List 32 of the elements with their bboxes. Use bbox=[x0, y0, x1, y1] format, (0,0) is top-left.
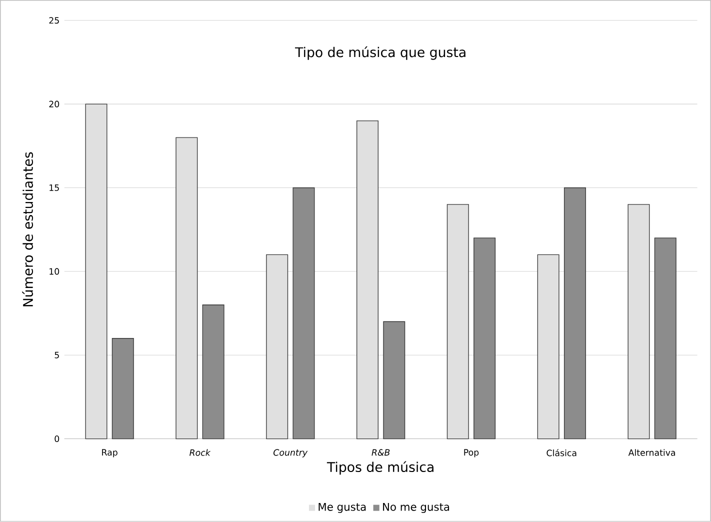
bar bbox=[383, 321, 406, 440]
x-tick-label: Clásica bbox=[546, 449, 576, 456]
y-tick-label: 5 bbox=[54, 352, 59, 358]
bar bbox=[292, 188, 315, 440]
x-tick-label: Country bbox=[274, 449, 308, 458]
text: Tipo de música que gusta bbox=[295, 46, 466, 60]
bar bbox=[266, 254, 288, 440]
y-tick-label: 10 bbox=[50, 268, 60, 275]
y-tick-label: 20 bbox=[49, 100, 60, 108]
y-tick-label: 0 bbox=[54, 436, 60, 442]
x-axis-title: Tipos de música bbox=[326, 461, 434, 475]
bar bbox=[446, 204, 469, 440]
bar bbox=[564, 188, 586, 440]
bar bbox=[202, 304, 224, 440]
x-tick-label: Pop bbox=[464, 449, 479, 458]
legend-label: No me gusta bbox=[383, 503, 450, 514]
x-tick-label: Rock bbox=[190, 449, 211, 456]
x-tick-label: R&B bbox=[372, 449, 390, 456]
bar bbox=[85, 104, 108, 440]
y-tick-label: 15 bbox=[50, 184, 59, 192]
y-tick-label: 25 bbox=[49, 17, 59, 24]
bar bbox=[654, 238, 676, 440]
bar bbox=[176, 137, 198, 440]
x-tick-label: Rap bbox=[102, 449, 118, 458]
bar bbox=[537, 254, 560, 440]
bar bbox=[628, 204, 650, 440]
bar bbox=[112, 338, 134, 440]
legend-label: Me gusta bbox=[318, 503, 366, 514]
bar bbox=[356, 120, 378, 440]
x-tick-label: Alternativa bbox=[628, 449, 676, 456]
y-axis-title: Número de estudiantes bbox=[22, 152, 34, 306]
bar bbox=[474, 238, 496, 440]
